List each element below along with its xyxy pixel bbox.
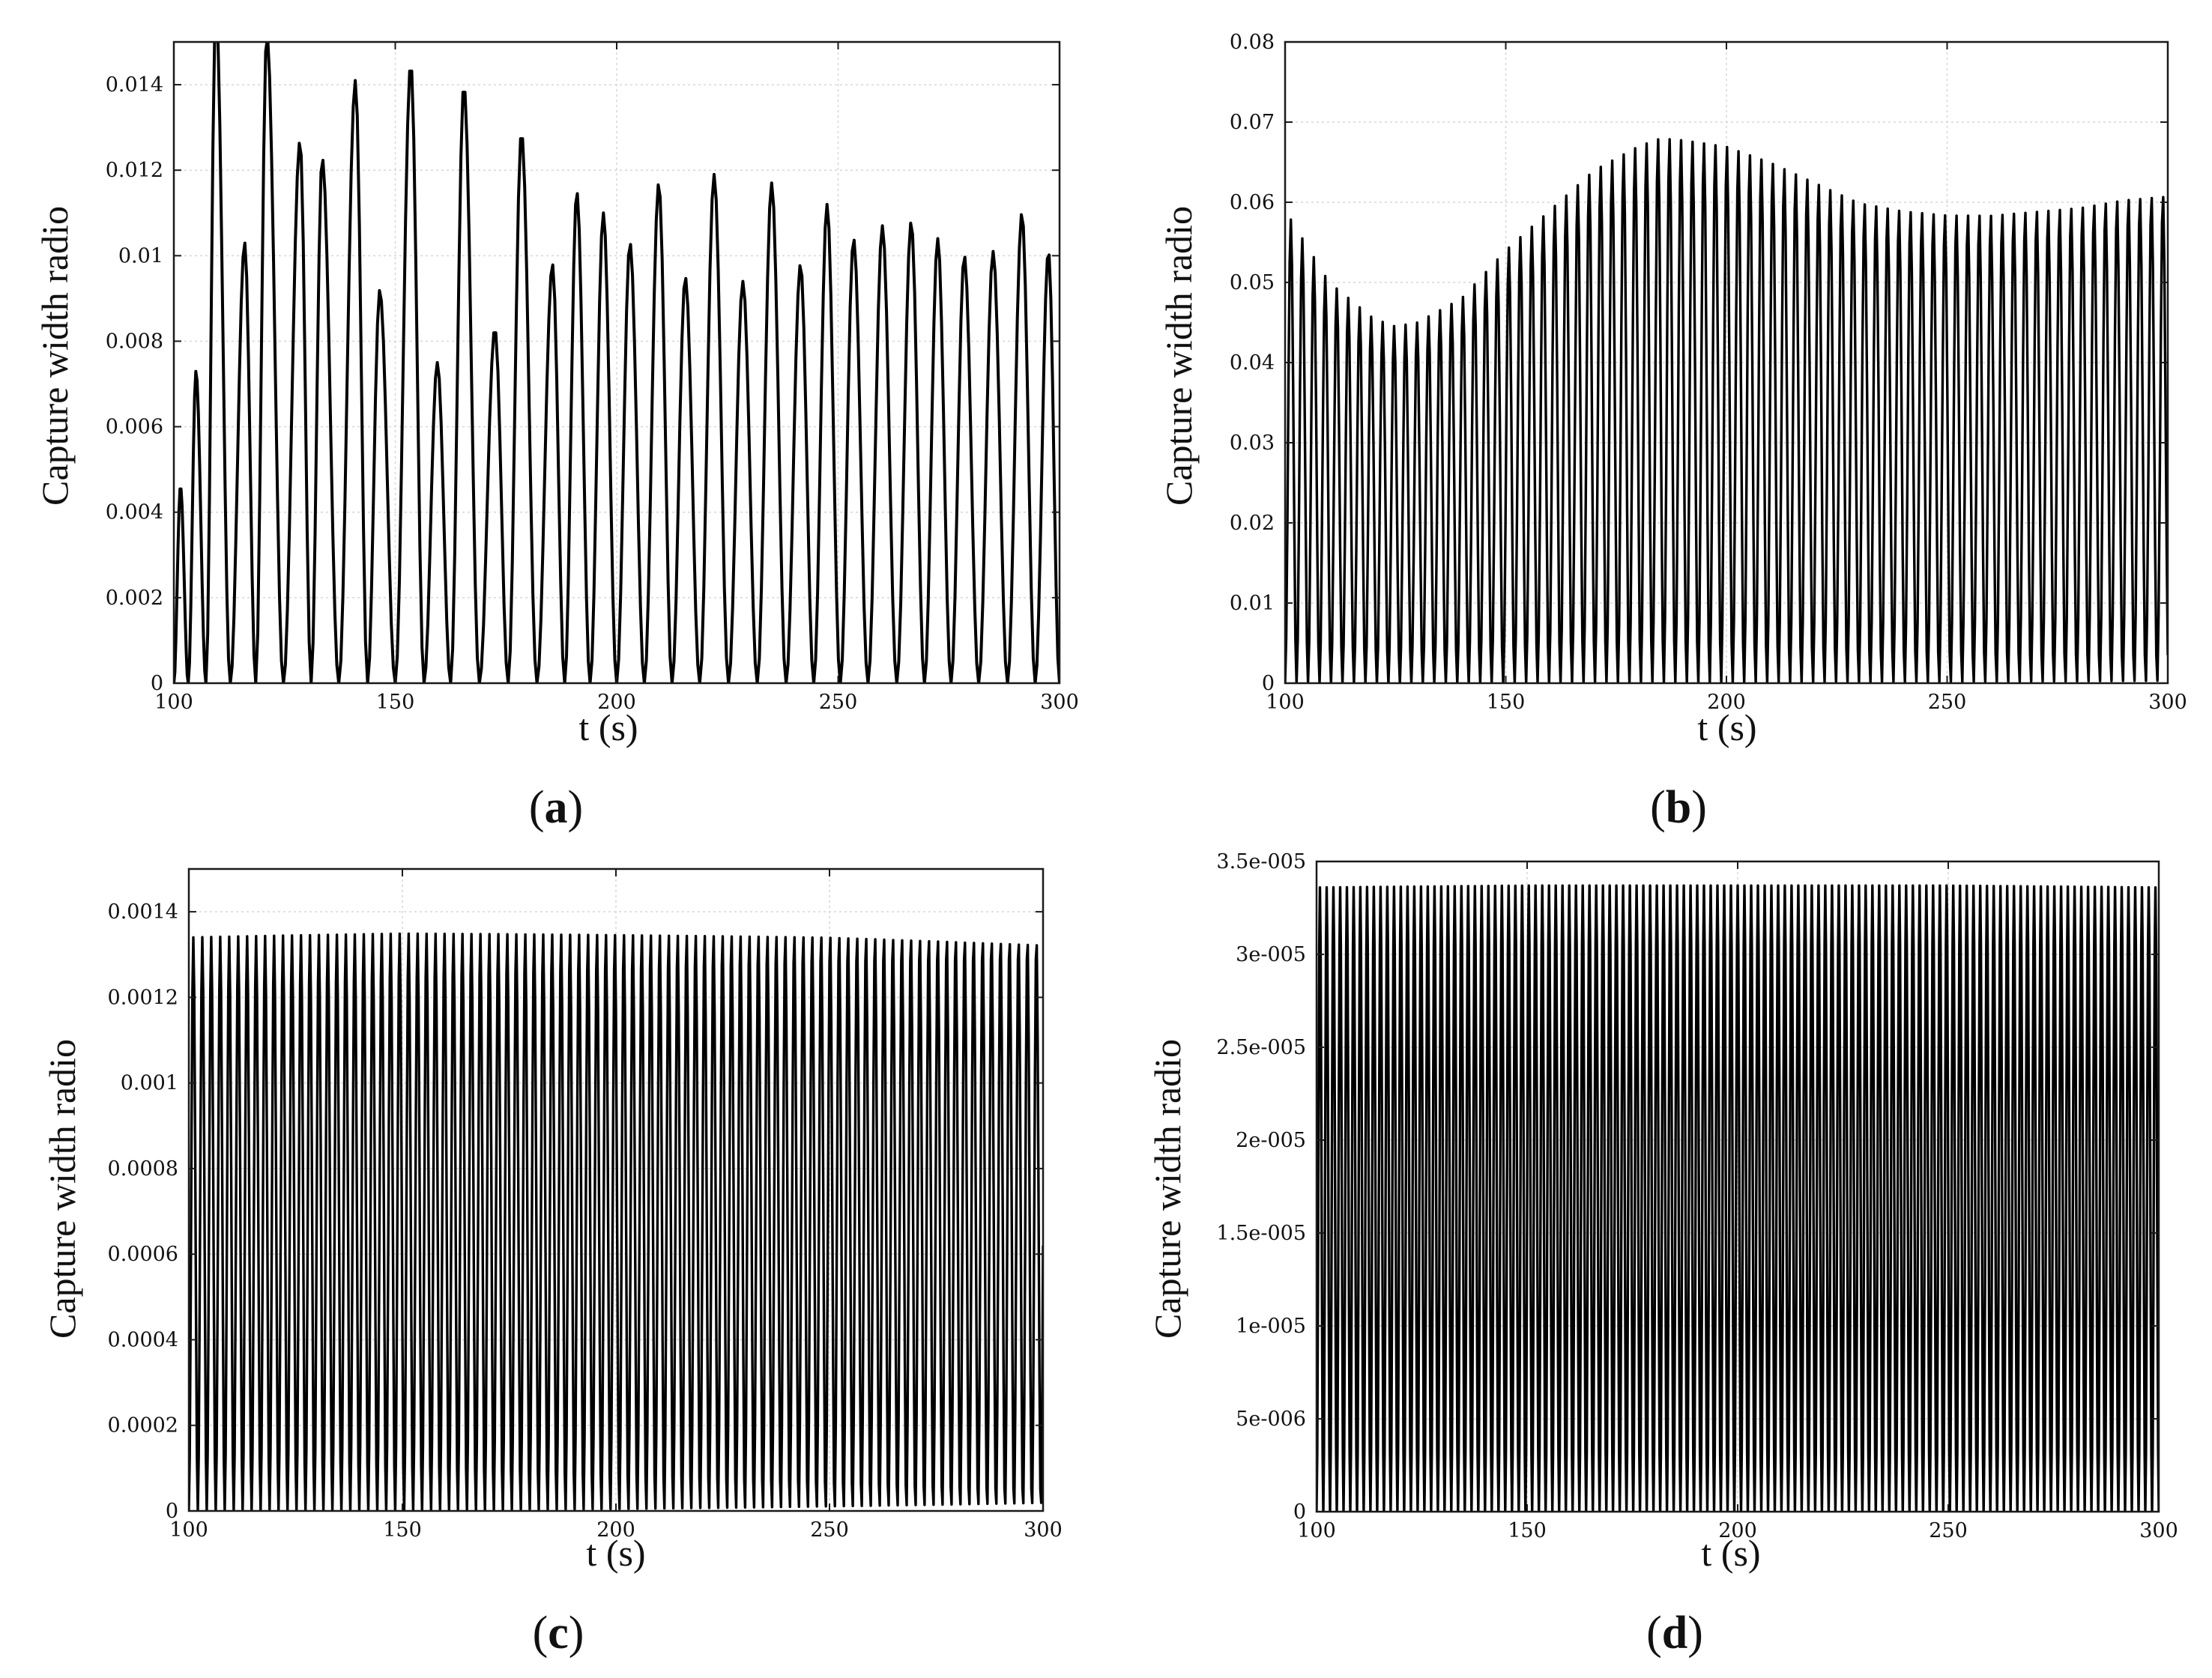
x-tick-label: 250 [819,691,858,714]
y-tick-label: 2e-005 [1236,1129,1306,1152]
x-tick-label: 250 [1928,691,1967,714]
y-tick-label: 0.0012 [108,986,178,1009]
x-tick-label: 100 [169,1518,208,1542]
y-tick-label: 0.0006 [108,1243,178,1266]
x-tick-label: 250 [1929,1519,1968,1542]
y-tick-label: 0.01 [1230,592,1275,615]
x-tick-label: 100 [1266,691,1305,714]
panel-caption: (d) [1646,1608,1703,1659]
y-tick-label: 0.05 [1230,271,1275,294]
y-tick-label: 0.0004 [108,1328,178,1351]
x-tick-label: 150 [383,1518,422,1542]
panel-letter: d [1662,1608,1687,1659]
x-tick-label: 150 [376,691,415,714]
series-line [174,42,1060,683]
panel-c: Capture width radio t (s) (c) 100 150 200 2… [41,867,1063,1659]
series-line [1285,138,2168,683]
y-axis-title: Capture width radio [41,1039,83,1339]
panel-letter: c [548,1608,569,1659]
x-tick-label: 300 [1024,1518,1063,1542]
y-tick-label: 0.006 [106,416,163,439]
x-tick-label: 200 [1718,1519,1757,1542]
y-tick-label: 0.004 [106,501,163,524]
panel-caption: (a) [529,782,583,833]
y-tick-label: 0.008 [106,330,163,353]
y-tick-label: 0.01 [118,244,163,267]
x-tick-label: 200 [597,691,636,714]
y-tick-label: 3e-005 [1236,943,1306,966]
x-axis-title: t (s) [1697,706,1756,748]
y-tick-label: 0.04 [1230,351,1275,375]
y-tick-label: 0.03 [1230,431,1275,455]
y-axis-title: Capture width radio [34,206,76,506]
y-tick-label: 0 [166,1500,178,1523]
y-tick-label: 1.5e-005 [1216,1222,1306,1245]
x-tick-label: 150 [1508,1519,1547,1542]
x-axis-title: t (s) [578,706,638,748]
y-axis-title: Capture width radio [1146,1039,1188,1339]
x-tick-label: 300 [2148,691,2187,714]
x-tick-label: 200 [1707,691,1746,714]
y-tick-label: 0.014 [106,73,163,97]
panel-caption: (c) [533,1608,584,1659]
y-axis-title: Capture width radio [1158,206,1200,506]
panel-a: Capture width radio t (s) (a) 100 150 200 2… [34,40,1079,833]
x-tick-label: 150 [1487,691,1526,714]
y-tick-label: 1e-005 [1236,1315,1306,1338]
x-axis-title: t (s) [1701,1532,1760,1574]
y-tick-label: 0.07 [1230,111,1275,134]
panel-d: Capture width radio t (s) (d) 100 150 200 2… [1146,850,2178,1659]
series-line [1317,884,2159,1512]
y-tick-label: 0 [1262,672,1275,695]
y-tick-label: 0.0014 [108,900,178,924]
y-tick-label: 0.06 [1230,191,1275,214]
panel-letter: a [545,782,568,833]
y-tick-label: 3.5e-005 [1216,850,1306,873]
x-axis-title: t (s) [586,1532,645,1574]
panel-b: Capture width radio t (s) (b) 100 150 200 2… [1158,31,2187,833]
x-tick-label: 100 [154,691,193,714]
panel-letter: b [1666,782,1691,833]
x-tick-label: 200 [596,1518,635,1542]
y-tick-label: 0 [151,672,163,695]
y-tick-label: 0.012 [106,159,163,182]
y-tick-label: 0.08 [1230,31,1275,54]
x-tick-label: 250 [810,1518,849,1542]
y-tick-label: 2.5e-005 [1216,1036,1306,1059]
y-tick-label: 0.02 [1230,512,1275,535]
y-tick-label: 0.0002 [108,1414,178,1438]
y-tick-label: 0 [1293,1500,1306,1524]
x-tick-label: 300 [1040,691,1079,714]
x-tick-label: 100 [1297,1519,1336,1542]
y-tick-label: 0.002 [106,587,163,610]
x-tick-label: 300 [2139,1519,2178,1542]
y-tick-label: 5e-006 [1236,1408,1306,1431]
panel-caption: (b) [1650,782,1707,833]
y-tick-label: 0.001 [121,1072,178,1095]
y-tick-label: 0.0008 [108,1157,178,1181]
series-line [189,932,1043,1511]
